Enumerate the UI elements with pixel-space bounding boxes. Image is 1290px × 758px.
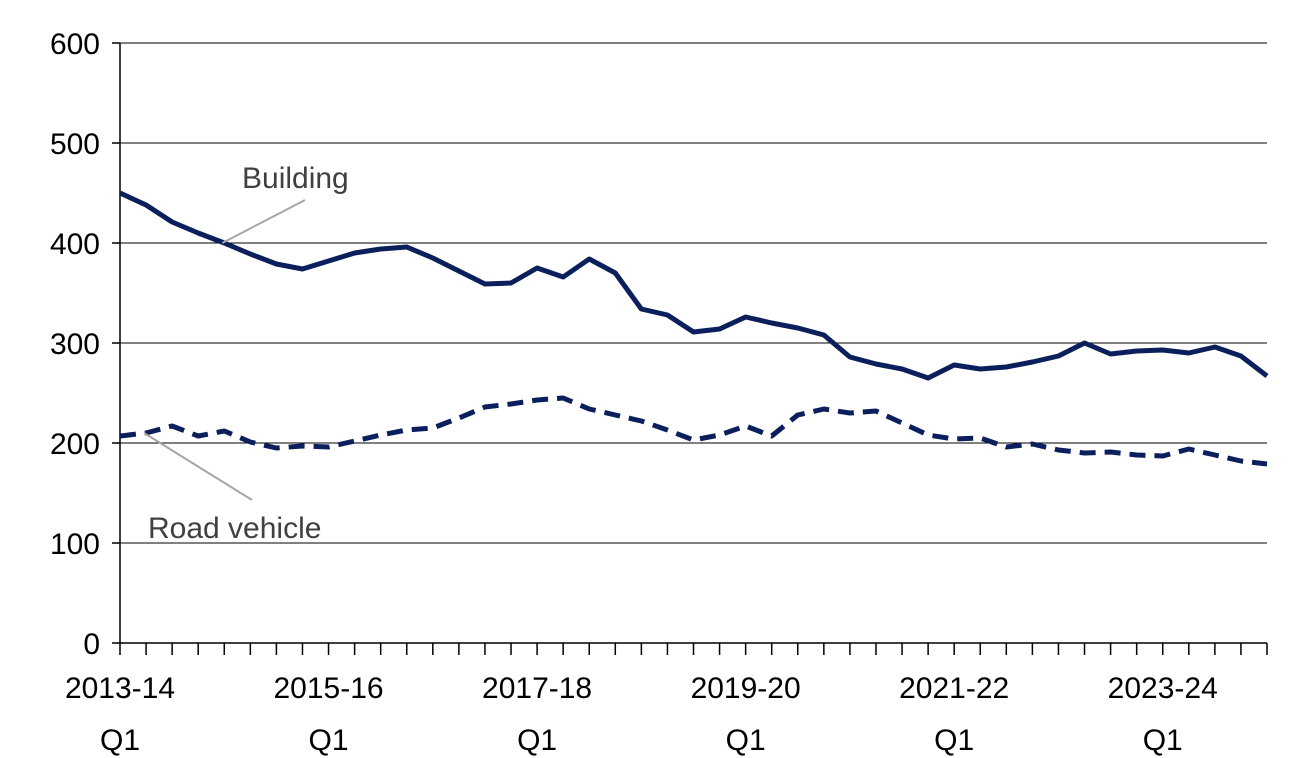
x-tick-label: 2023-24 Q1 xyxy=(1107,672,1218,757)
x-tick-label-box: 2021-22 Q1 xyxy=(899,672,1010,757)
x-tick-label: 2015-16 Q1 xyxy=(273,672,384,757)
y-tick-label: 300 xyxy=(50,328,100,361)
x-tick-label-box: 2017-18 Q1 xyxy=(482,672,593,757)
x-tick-label-box: 2023-24 Q1 xyxy=(1107,672,1218,757)
y-tick-label: 100 xyxy=(50,528,100,561)
label-leader xyxy=(221,199,306,244)
y-tick-label: 0 xyxy=(83,628,100,661)
x-tick-label: 2013-14 Q1 xyxy=(64,672,176,757)
series-line xyxy=(119,395,1268,467)
y-tick-label: 600 xyxy=(50,28,100,61)
x-tick-label: 2017-18 Q1 xyxy=(482,672,593,757)
y-tick-label: 400 xyxy=(50,228,100,261)
y-tick-label: 500 xyxy=(50,128,100,161)
label-leader xyxy=(143,432,253,501)
x-tick-label-box: 2015-16 Q1 xyxy=(273,672,384,757)
x-tick-label: 2021-22 Q1 xyxy=(899,672,1010,757)
y-tick-label: 200 xyxy=(50,428,100,461)
series-label: Building xyxy=(242,162,349,195)
x-tick-label-box: 2013-14 Q1 xyxy=(64,672,176,757)
series-line xyxy=(118,190,1269,381)
x-tick-label-box: 2019-20 Q1 xyxy=(690,672,801,757)
series-label: Road vehicle xyxy=(148,512,321,545)
x-tick-label: 2019-20 Q1 xyxy=(690,672,801,757)
